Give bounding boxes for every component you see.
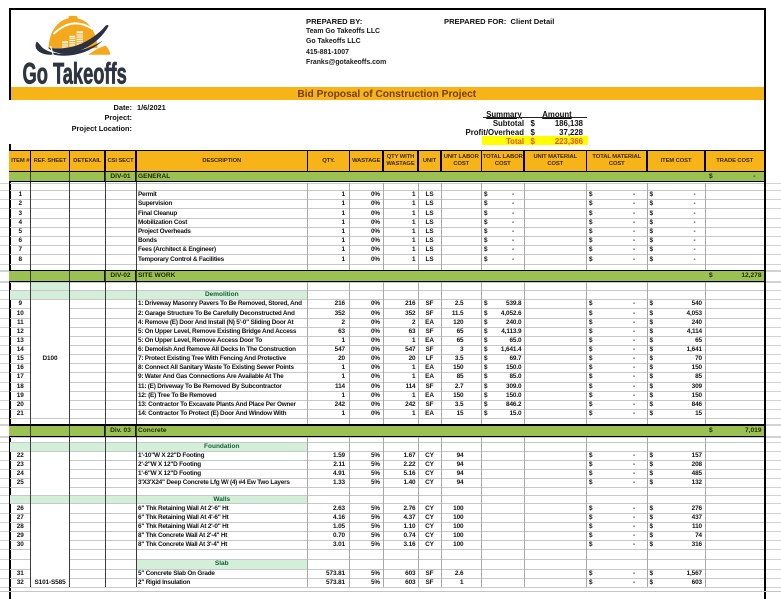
svg-text:Go Takeoffs: Go Takeoffs: [22, 58, 126, 88]
